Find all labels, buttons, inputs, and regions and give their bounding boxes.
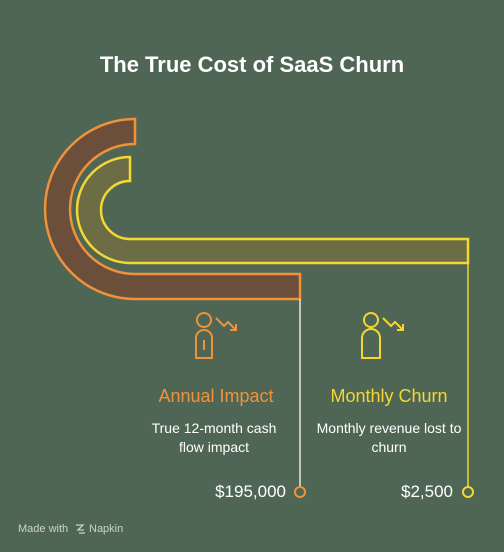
monthly-band bbox=[75, 155, 470, 265]
title: The True Cost of SaaS Churn bbox=[99, 52, 405, 77]
item-title: Annual Impact bbox=[158, 386, 274, 406]
icon bbox=[195, 312, 237, 359]
item-value: $195,000 bbox=[215, 482, 286, 501]
footer-prefix: Made with bbox=[18, 523, 69, 535]
icon bbox=[361, 312, 404, 359]
annual-band bbox=[43, 117, 302, 301]
item-description: Monthly revenue lost to churn bbox=[316, 420, 462, 455]
napkin-logo bbox=[76, 524, 85, 534]
item-title: Monthly Churn bbox=[330, 386, 448, 406]
item-value: $2,500 bbox=[401, 482, 453, 501]
item-description: True 12-month cash flow impact bbox=[151, 420, 277, 455]
footer-brand: Napkin bbox=[89, 523, 124, 535]
endpoint bbox=[462, 486, 474, 498]
endpoint bbox=[294, 486, 306, 498]
